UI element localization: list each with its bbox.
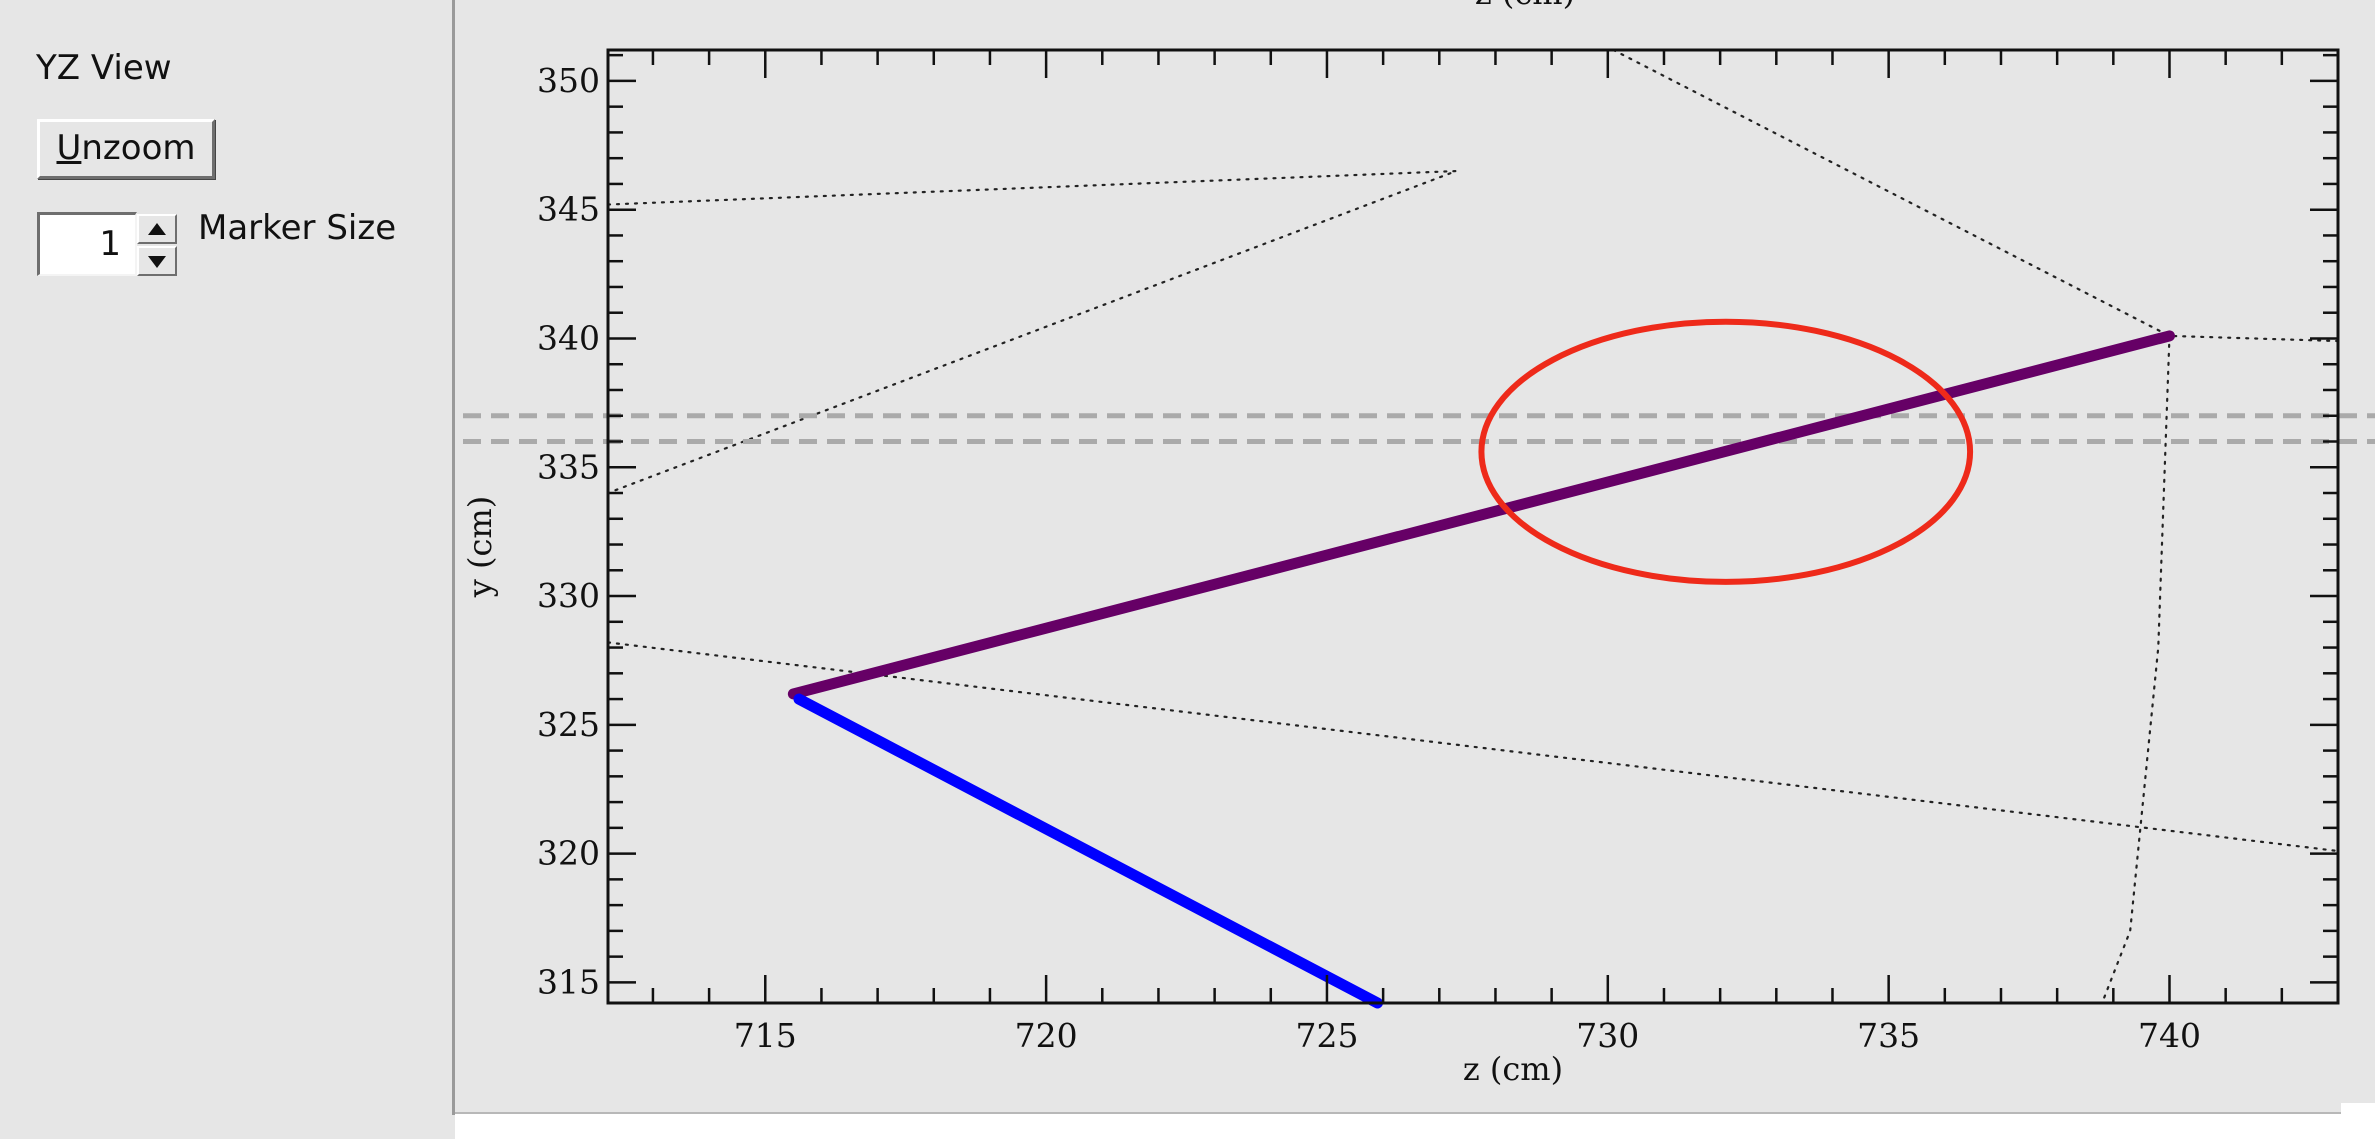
plot-frame xyxy=(606,48,2340,1005)
y-tick-label: 330 xyxy=(537,576,600,615)
unzoom-button[interactable]: Unzoom xyxy=(37,119,215,179)
ticks-layer xyxy=(608,50,2340,1003)
resize-grip-icon[interactable] xyxy=(2341,1103,2375,1137)
marker-size-increment-button[interactable] xyxy=(137,214,177,244)
yz-plot[interactable]: z (cm) 715 720 725 730 735 740 315 320 325 330 335… xyxy=(455,0,2375,1115)
top-axis-label: z (cm) xyxy=(1475,0,1575,12)
x-tick-label: 735 xyxy=(1857,1016,1920,1055)
marker-size-decrement-button[interactable] xyxy=(137,246,177,276)
y-tick-label: 340 xyxy=(537,318,600,357)
x-axis-label: z (cm) xyxy=(1463,1050,1563,1088)
yz-view-canvas[interactable]: z (cm) 715 720 725 730 735 740 315 320 325 330 335… xyxy=(455,0,2375,1115)
control-panel: YZ View Unzoom 1 Marker Size xyxy=(0,0,452,1137)
panel-divider xyxy=(452,0,455,1115)
annotation-ellipse xyxy=(1478,318,1974,585)
marker-size-input[interactable]: 1 xyxy=(37,212,137,276)
y-tick-label: 345 xyxy=(537,190,600,229)
arrow-up-icon xyxy=(148,223,166,235)
blue-track-1 xyxy=(793,693,1384,1009)
dotted-line-3 xyxy=(1612,48,2340,343)
y-axis-label: y (cm) xyxy=(461,496,499,598)
unzoom-mnemonic: U xyxy=(56,128,82,168)
x-tick-label: 730 xyxy=(1576,1016,1639,1055)
dotted-lines-layer xyxy=(606,48,2340,1005)
y-tick-label: 335 xyxy=(537,447,600,486)
y-tick-label: 315 xyxy=(537,962,600,1001)
x-tick-label: 740 xyxy=(2138,1016,2201,1055)
marker-size-label: Marker Size xyxy=(198,208,397,248)
annotation-layer xyxy=(1478,318,1974,585)
view-title: YZ View xyxy=(36,48,172,88)
x-tick-label: 725 xyxy=(1295,1016,1358,1055)
tracks-layer xyxy=(787,330,2175,1009)
y-tick-label: 350 xyxy=(537,61,600,100)
y-tick-label: 325 xyxy=(537,705,600,744)
x-tick-label: 720 xyxy=(1015,1016,1078,1055)
y-tick-label: 320 xyxy=(537,834,600,873)
dashed-lines-layer xyxy=(463,413,2375,445)
purple-track-0 xyxy=(787,330,2175,700)
dotted-line-2 xyxy=(606,169,1457,495)
status-bar xyxy=(455,1112,2375,1139)
unzoom-label: nzoom xyxy=(81,128,196,168)
dotted-line-5 xyxy=(606,641,2340,853)
dotted-line-4 xyxy=(2100,334,2171,1005)
tick-labels-layer: 715 720 725 730 735 740 315 320 325 330 335 340 345 3… xyxy=(537,61,2201,1055)
x-tick-label: 715 xyxy=(734,1016,797,1055)
arrow-down-icon xyxy=(148,256,166,268)
